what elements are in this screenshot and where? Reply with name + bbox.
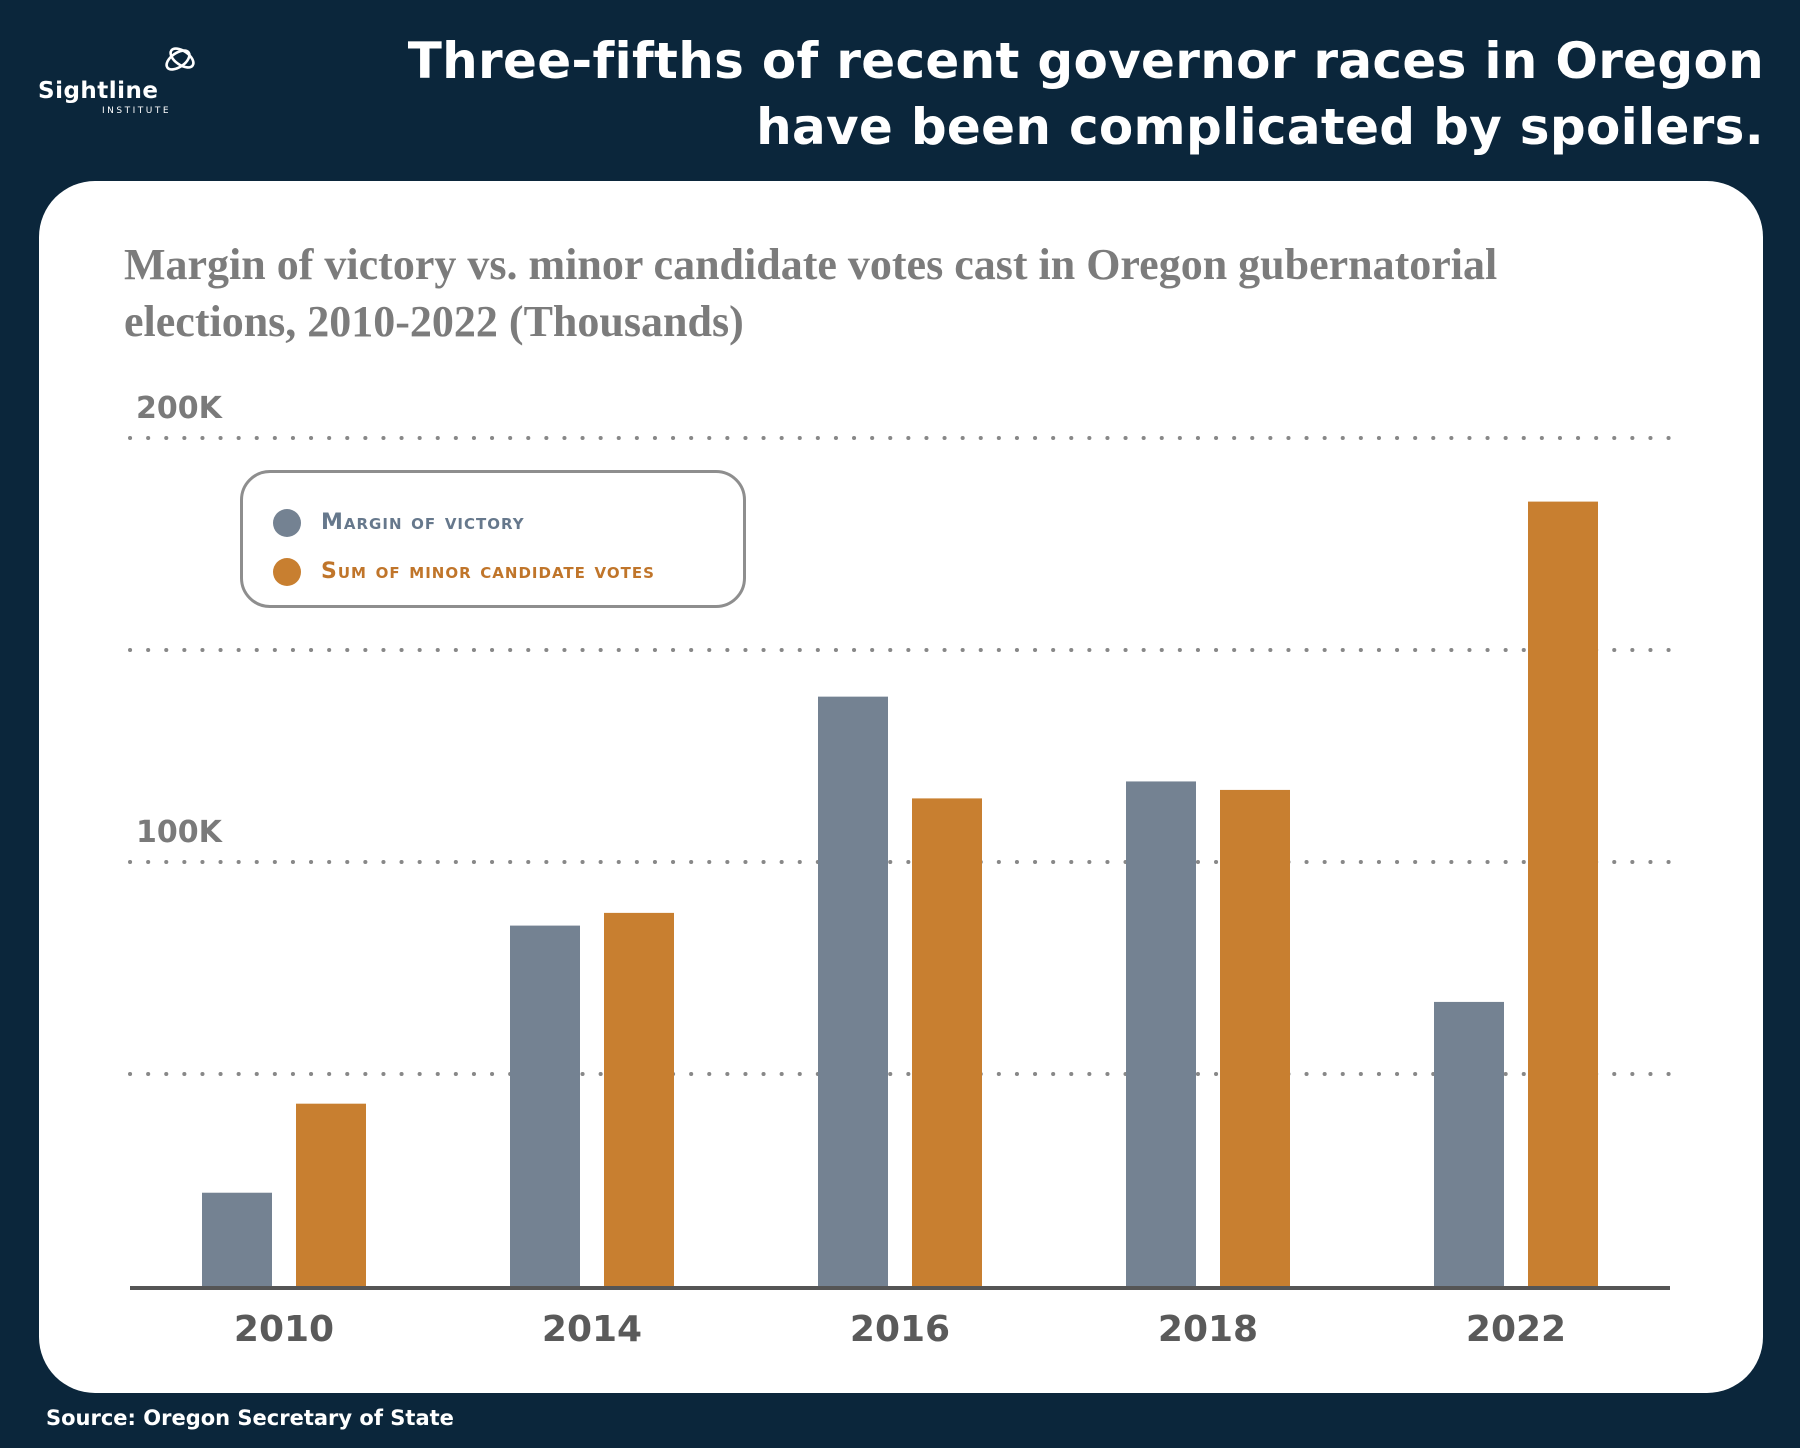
x-tick-label: 2018 (1158, 1309, 1258, 1350)
bar-minor-candidate-votes (604, 912, 674, 1286)
legend-label-minor: Sum of minor candidate votes (321, 559, 655, 584)
bar-minor-candidate-votes (912, 798, 982, 1286)
bar-margin-of-victory (1434, 1001, 1504, 1286)
y-tick-label: 100K (136, 815, 224, 850)
brand-name: Sightline (38, 78, 159, 104)
bar-margin-of-victory (1126, 781, 1196, 1286)
headline: Three-fifths of recent governor races in… (407, 32, 1764, 156)
sightline-logo: Sightline INSTITUTE (36, 36, 206, 126)
bar-minor-candidate-votes (1220, 789, 1290, 1286)
bar-margin-of-victory (818, 696, 888, 1286)
legend-label-margin: Margin of victory (321, 510, 525, 535)
x-tick-label: 2022 (1466, 1309, 1566, 1350)
legend-swatch-minor (273, 558, 301, 586)
source-note: Source: Oregon Secretary of State (46, 1406, 454, 1430)
bar-minor-candidate-votes (1528, 501, 1598, 1287)
x-tick-label: 2016 (850, 1309, 950, 1350)
legend-swatch-margin (273, 509, 301, 537)
chart-title: Margin of victory vs. minor candidate vo… (124, 240, 1498, 346)
chart-legend: Margin of victory Sum of minor candidate… (240, 470, 746, 608)
y-tick-label: 200K (136, 391, 224, 426)
bar-margin-of-victory (202, 1192, 272, 1286)
x-tick-label: 2014 (542, 1309, 642, 1350)
sightline-logo-mark-icon (165, 47, 195, 71)
x-tick-label: 2010 (234, 1309, 334, 1350)
brand-sub: INSTITUTE (102, 106, 172, 116)
bar-minor-candidate-votes (296, 1103, 366, 1286)
bar-margin-of-victory (510, 925, 580, 1286)
